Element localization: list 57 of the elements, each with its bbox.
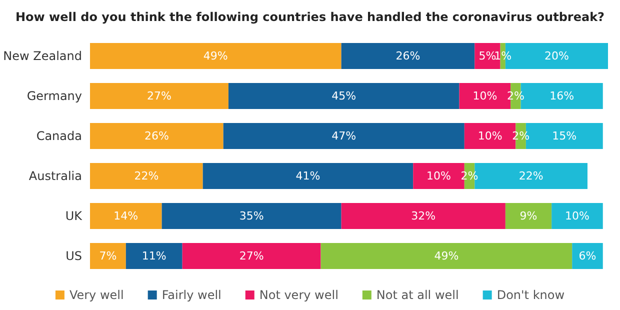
data-label: 32%	[411, 210, 436, 222]
bar	[90, 43, 342, 69]
data-label: 9%	[520, 210, 538, 222]
bar	[223, 123, 464, 149]
chart-title: How well do you think the following countries have handled the coronavirus outbreak?	[15, 10, 605, 24]
bar	[341, 43, 475, 69]
data-label: 10%	[565, 210, 590, 222]
data-label: 7%	[99, 250, 117, 262]
bar	[341, 203, 506, 229]
y-tick-label: US	[66, 249, 82, 263]
data-label: 35%	[239, 210, 264, 222]
data-label: 22%	[134, 170, 159, 182]
bar	[90, 203, 162, 229]
data-label: 27%	[239, 250, 264, 262]
bar	[572, 243, 603, 269]
y-tick-label: Canada	[36, 129, 82, 143]
data-label: 49%	[203, 50, 228, 62]
data-label: 20%	[544, 50, 569, 62]
legend-label: Fairly well	[162, 288, 222, 302]
y-tick-label: UK	[65, 209, 84, 223]
data-label: 5%	[478, 50, 496, 62]
bar	[90, 163, 203, 189]
y-tick-label: Australia	[28, 169, 82, 183]
bar	[320, 243, 572, 269]
legend-label: Don't know	[496, 288, 565, 302]
data-label: 41%	[296, 170, 320, 182]
data-label: 49%	[434, 250, 459, 262]
data-label: 16%	[550, 90, 574, 102]
data-label: 10%	[478, 130, 502, 142]
bar	[90, 83, 228, 109]
legend-label: Very well	[69, 288, 124, 302]
data-label: 10%	[472, 90, 498, 102]
data-label: 11%	[142, 250, 166, 262]
bar	[505, 203, 552, 229]
data-label: 45%	[332, 90, 356, 102]
y-tick-label: Germany	[26, 89, 82, 103]
bar	[90, 123, 224, 149]
data-label: 10%	[426, 170, 451, 182]
legend-label: Not at all well	[376, 288, 459, 302]
data-label: 22%	[518, 170, 544, 182]
bar	[228, 83, 460, 109]
bar	[202, 163, 414, 189]
bar	[126, 243, 182, 269]
bar	[552, 203, 603, 229]
bar	[182, 243, 321, 269]
data-label: 47%	[332, 130, 356, 142]
legend-label: Not very well	[259, 288, 338, 302]
data-label: 26%	[396, 50, 420, 62]
bar	[90, 243, 126, 269]
data-label: 1%	[494, 50, 512, 62]
bar	[162, 203, 342, 229]
data-label: 14%	[114, 210, 138, 222]
y-tick-label: New Zealand	[3, 49, 82, 63]
data-label: 27%	[147, 90, 172, 102]
data-label: 26%	[144, 130, 169, 142]
data-label: 6%	[578, 250, 596, 262]
data-label: 15%	[552, 130, 577, 142]
